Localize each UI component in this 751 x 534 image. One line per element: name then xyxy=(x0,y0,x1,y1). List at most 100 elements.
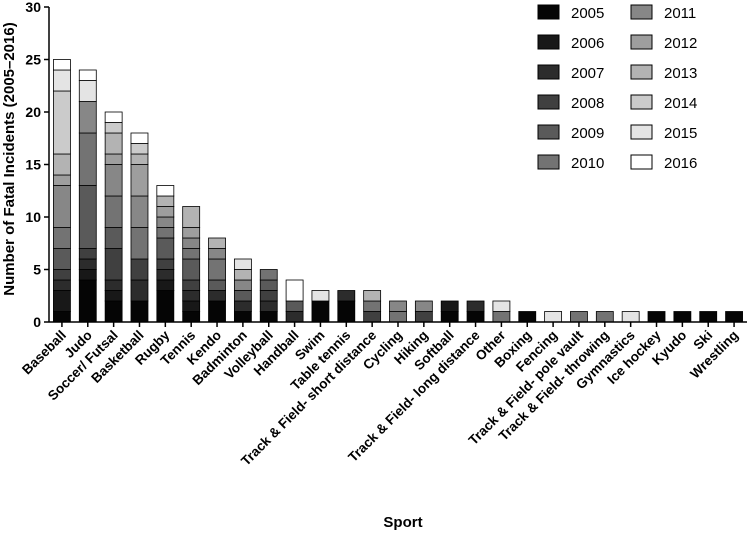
bar-segment xyxy=(440,311,459,323)
bar-stack xyxy=(492,300,511,323)
bar-segment xyxy=(182,258,201,281)
bar-segment xyxy=(78,258,97,270)
bar-segment xyxy=(259,269,278,281)
bar-segment xyxy=(156,290,175,323)
bar-stack xyxy=(621,311,640,323)
bar-stack xyxy=(53,59,71,323)
bar-segment xyxy=(182,290,201,302)
bar-stack xyxy=(595,311,614,323)
bar-segment xyxy=(104,300,123,323)
bar-segment xyxy=(156,279,175,291)
y-tick-label: 25 xyxy=(25,52,41,68)
bar-segment xyxy=(104,195,123,228)
legend-swatch xyxy=(537,4,560,20)
bar-segment xyxy=(156,237,175,260)
bar-segment xyxy=(285,311,304,323)
bar-segment xyxy=(466,300,485,312)
legend-swatch xyxy=(630,94,653,110)
bar-segment xyxy=(130,195,149,228)
y-axis: 0 5 10 15 20 25 30 xyxy=(25,0,50,330)
bar-segment xyxy=(156,216,175,228)
bar-segment xyxy=(725,311,743,323)
bar-segment xyxy=(53,185,71,228)
y-tick-label: 15 xyxy=(25,157,41,173)
bar-segment xyxy=(130,132,149,144)
bar-segment xyxy=(337,290,356,302)
bar-stack xyxy=(466,300,485,323)
y-tick-label: 5 xyxy=(33,262,41,278)
bar-segment xyxy=(104,132,123,155)
bar-segment xyxy=(104,290,123,302)
legend-swatch xyxy=(537,64,560,80)
bar-stack xyxy=(570,311,588,323)
legend-label: 2015 xyxy=(664,125,697,142)
bar-segment xyxy=(363,290,382,302)
bar-segment xyxy=(53,311,71,323)
y-tick-label: 20 xyxy=(25,104,41,120)
legend-swatch xyxy=(630,64,653,80)
bar-segment xyxy=(208,237,226,249)
bar-segment xyxy=(78,185,97,249)
bar-stack xyxy=(699,311,718,323)
bar-segment xyxy=(156,206,175,218)
bar-segment xyxy=(208,248,226,260)
legend-swatch xyxy=(537,94,560,110)
legend-label: 2011 xyxy=(664,5,696,22)
bar-stack xyxy=(414,300,433,323)
bar-segment xyxy=(233,311,252,323)
bar-segment xyxy=(53,90,71,155)
bar-stack xyxy=(311,290,330,323)
bar-segment xyxy=(130,164,149,197)
bar-segment xyxy=(233,258,252,270)
bar-segment xyxy=(182,227,201,239)
bar-segment xyxy=(78,248,97,260)
bar-stack xyxy=(337,290,356,323)
bar-stack xyxy=(104,111,123,323)
x-tick-label: Baseball xyxy=(19,328,69,378)
bar-segment xyxy=(156,195,175,207)
bar-segment xyxy=(130,153,149,165)
bar-segment xyxy=(104,153,123,165)
bar-segment xyxy=(363,300,382,312)
bar-segment xyxy=(156,227,175,239)
bar-segment xyxy=(182,300,201,312)
bar-stack xyxy=(156,185,175,323)
bar-stack xyxy=(544,311,563,323)
bar-stack xyxy=(285,279,304,323)
legend-swatch xyxy=(630,124,653,140)
bar-segment xyxy=(518,311,537,323)
bar-segment xyxy=(208,258,226,281)
bar-segment xyxy=(104,227,123,249)
bar-segment xyxy=(259,300,278,312)
bar-segment xyxy=(78,69,97,81)
legend-label: 2009 xyxy=(571,125,604,142)
bar-segment xyxy=(595,311,614,323)
bar-segment xyxy=(78,269,97,281)
bar-stack xyxy=(78,69,97,323)
bar-segment xyxy=(208,279,226,291)
bar-segment xyxy=(78,279,97,323)
bar-stack xyxy=(518,311,537,323)
bar-segment xyxy=(130,279,149,302)
legend-label: 2007 xyxy=(571,65,604,82)
legend-label: 2013 xyxy=(664,65,697,82)
bar-segment xyxy=(647,311,666,323)
bar-segment xyxy=(208,300,226,323)
legend-label: 2006 xyxy=(571,35,604,52)
bar-segment xyxy=(130,258,149,281)
legend-label: 2010 xyxy=(571,155,604,172)
y-tick-label: 30 xyxy=(25,0,41,15)
bar-segment xyxy=(285,279,304,302)
legend-label: 2016 xyxy=(664,155,697,172)
legend: 2005 2006 2007 2008 2009 2010 2011 2012 2013 2014… xyxy=(537,4,697,172)
bar-segment xyxy=(259,290,278,302)
bar-segment xyxy=(53,174,71,186)
bar-segment xyxy=(311,300,330,323)
bar-segment xyxy=(104,279,123,291)
bar-segment xyxy=(544,311,563,323)
legend-swatch xyxy=(630,154,653,170)
bar-segment xyxy=(233,300,252,312)
bar-segment xyxy=(53,248,71,270)
